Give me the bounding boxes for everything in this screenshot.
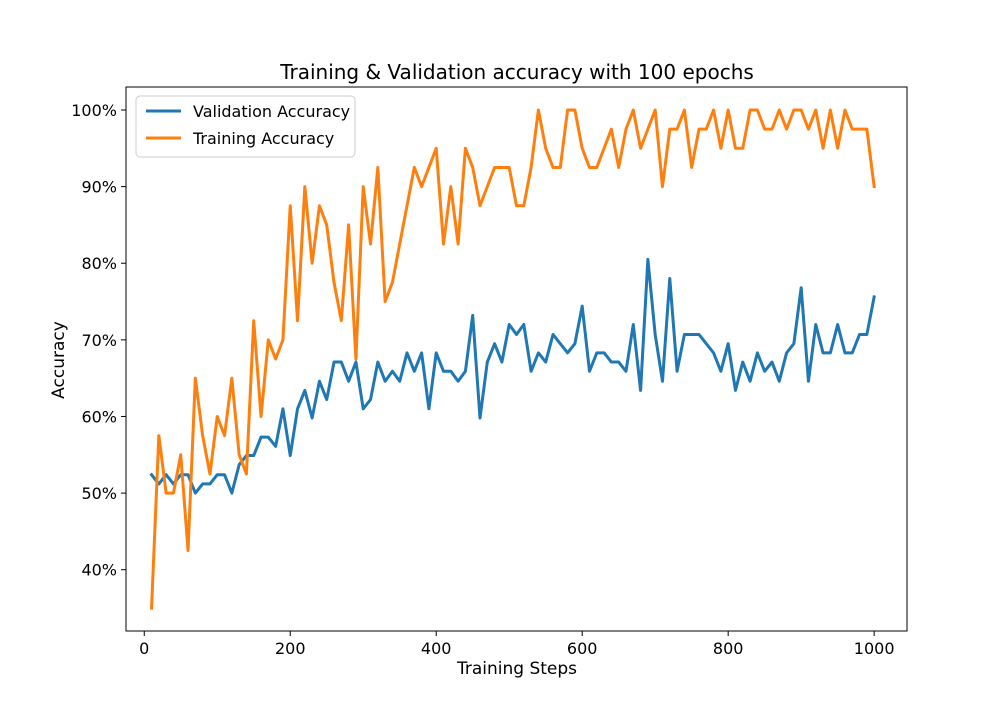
- x-tick-label: 600: [567, 639, 598, 658]
- plot-frame: [125, 86, 908, 632]
- x-axis-label: Training Steps: [456, 659, 577, 679]
- legend-label-1: Validation Accuracy: [193, 102, 350, 121]
- y-axis-label: Accuracy: [49, 321, 69, 399]
- x-tick-label: 200: [275, 639, 306, 658]
- y-tick-label: 40%: [81, 561, 117, 580]
- series-line-2: [149, 108, 876, 610]
- x-tick-label: 1000: [854, 639, 895, 658]
- axes: 0 200 400 600 800 1000 40% 50% 60% 70% 80% 90% 100%: [71, 86, 908, 658]
- y-tick-label: 80%: [81, 254, 117, 273]
- chart-title: Training & Validation accuracy with 100 …: [279, 60, 754, 84]
- legend-frame: [135, 95, 356, 158]
- x-tick-label: 0: [139, 639, 149, 658]
- y-tick-label: 70%: [81, 331, 117, 350]
- y-tick-label: 50%: [81, 484, 117, 503]
- legend-label-2: Training Accuracy: [192, 129, 334, 148]
- y-tick-label: 60%: [81, 407, 117, 426]
- legend: Validation Accuracy Training Accuracy: [135, 95, 356, 158]
- y-tick-label: 100%: [71, 101, 117, 120]
- x-tick-label: 400: [421, 639, 452, 658]
- series-line-1: [149, 257, 876, 495]
- x-tick-label: 800: [713, 639, 744, 658]
- y-tick-label: 90%: [81, 178, 117, 197]
- series-layer: [149, 108, 876, 610]
